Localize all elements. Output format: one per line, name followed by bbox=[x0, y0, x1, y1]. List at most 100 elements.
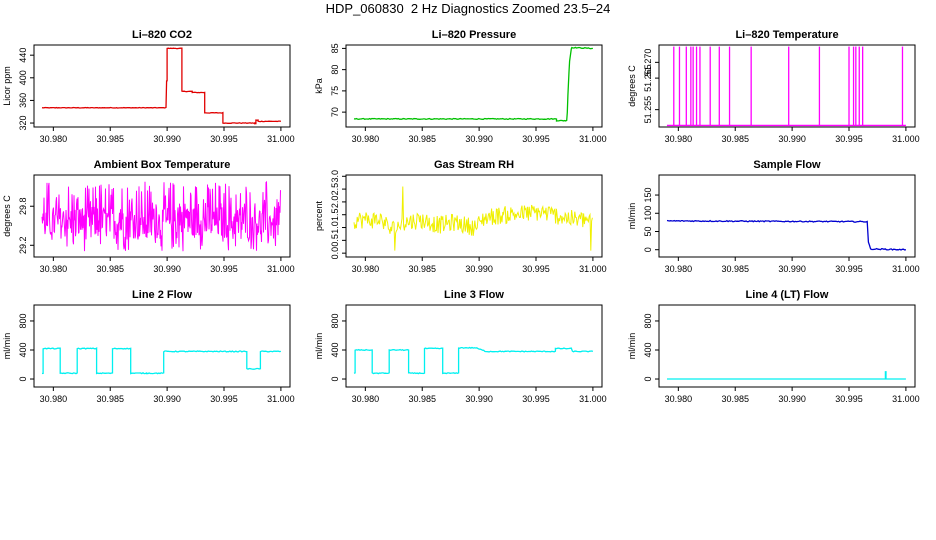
x-tick-label: 30.985 bbox=[408, 264, 436, 274]
chart-title: Gas Stream RH bbox=[434, 159, 514, 171]
x-tick-label: 30.995 bbox=[210, 134, 238, 144]
y-tick-label: 0.0 bbox=[330, 247, 340, 260]
y-tick-label: 320 bbox=[18, 116, 28, 131]
y-tick-label: 50 bbox=[643, 226, 653, 236]
plot-frame bbox=[33, 44, 291, 128]
y-axis-label: ml/min bbox=[314, 333, 324, 360]
y-tick-label: 80 bbox=[330, 65, 340, 75]
y-tick-label: 0 bbox=[330, 377, 340, 382]
y-tick-label: 440 bbox=[18, 48, 28, 63]
x-tick-label: 30.985 bbox=[721, 394, 749, 404]
plot-frame bbox=[33, 304, 291, 388]
y-tick-label: 0.5 bbox=[330, 234, 340, 247]
y-tick-label: 400 bbox=[330, 342, 340, 357]
chart-panel-1: Li–820 CO2 Licor ppm 30.980 30.985 30.990 30.… bbox=[2, 29, 295, 144]
x-tick-label: 30.985 bbox=[96, 264, 124, 274]
y-tick-label: 0 bbox=[18, 377, 28, 382]
series bbox=[353, 186, 593, 251]
x-tick-label: 30.980 bbox=[665, 134, 693, 144]
y-tick-label: 100 bbox=[643, 206, 653, 221]
x-tick-label: 30.995 bbox=[522, 134, 550, 144]
chart-panel-7: Line 2 Flow ml/min 30.980 30.985 30.990 30.99… bbox=[2, 289, 295, 404]
series bbox=[41, 346, 282, 375]
x-tick-label: 31.000 bbox=[267, 264, 295, 274]
chart-title: Li–820 Temperature bbox=[735, 29, 838, 41]
x-tick-label: 30.980 bbox=[352, 134, 380, 144]
y-tick-label: 29.8 bbox=[18, 197, 28, 215]
y-tick-label: 51.270 bbox=[643, 49, 653, 77]
chart-title: Sample Flow bbox=[753, 159, 821, 171]
chart-panel-6: Sample Flow ml/min 30.980 30.985 30.990 30.99… bbox=[627, 159, 920, 274]
series bbox=[41, 180, 281, 252]
y-tick-label: 75 bbox=[330, 86, 340, 96]
x-tick-label: 30.990 bbox=[153, 264, 181, 274]
y-tick-label: 3.0 bbox=[330, 170, 340, 183]
y-tick-label: 360 bbox=[18, 93, 28, 108]
series bbox=[353, 346, 594, 375]
x-tick-label: 30.980 bbox=[40, 394, 68, 404]
x-tick-label: 30.990 bbox=[465, 264, 493, 274]
y-tick-label: 85 bbox=[330, 43, 340, 53]
chart-title: Li–820 CO2 bbox=[132, 29, 192, 41]
y-tick-label: 800 bbox=[330, 313, 340, 328]
y-axis-label: degrees C bbox=[2, 195, 12, 237]
y-tick-label: 800 bbox=[18, 313, 28, 328]
y-axis-label: degrees C bbox=[627, 65, 637, 107]
x-tick-label: 30.985 bbox=[721, 134, 749, 144]
page-title: HDP_060830 2 Hz Diagnostics Zoomed 23.5–… bbox=[325, 1, 611, 16]
series bbox=[666, 46, 906, 127]
x-tick-label: 30.990 bbox=[465, 394, 493, 404]
y-tick-label: 0 bbox=[643, 247, 653, 252]
series bbox=[41, 47, 282, 125]
chart-panel-3: Li–820 Temperature degrees C 30.980 30.985 3… bbox=[627, 29, 920, 144]
y-tick-label: 1.0 bbox=[330, 221, 340, 234]
chart-title: Ambient Box Temperature bbox=[94, 159, 231, 171]
plot-frame bbox=[658, 174, 916, 258]
x-tick-label: 30.995 bbox=[835, 394, 863, 404]
y-tick-label: 2.5 bbox=[330, 183, 340, 196]
y-axis-label: ml/min bbox=[627, 203, 637, 230]
series bbox=[353, 46, 593, 122]
y-axis-label: ml/min bbox=[627, 333, 637, 360]
x-tick-label: 30.990 bbox=[778, 264, 806, 274]
x-tick-label: 31.000 bbox=[579, 134, 607, 144]
x-tick-label: 30.985 bbox=[96, 394, 124, 404]
plot-frame bbox=[33, 174, 291, 258]
x-tick-label: 30.990 bbox=[465, 134, 493, 144]
x-tick-label: 31.000 bbox=[267, 134, 295, 144]
series bbox=[667, 371, 906, 380]
y-axis-label: kPa bbox=[314, 78, 324, 94]
x-tick-label: 30.990 bbox=[153, 394, 181, 404]
y-axis-label: percent bbox=[314, 200, 324, 231]
data-line bbox=[353, 346, 594, 375]
x-tick-label: 30.980 bbox=[665, 264, 693, 274]
plot-frame bbox=[345, 304, 603, 388]
y-tick-label: 70 bbox=[330, 107, 340, 117]
x-tick-label: 31.000 bbox=[892, 264, 920, 274]
y-tick-label: 1.5 bbox=[330, 208, 340, 221]
x-tick-label: 30.995 bbox=[210, 264, 238, 274]
plot-frame bbox=[658, 44, 916, 128]
x-tick-label: 30.995 bbox=[210, 394, 238, 404]
x-tick-label: 30.995 bbox=[835, 134, 863, 144]
plot-frame bbox=[345, 174, 603, 258]
x-tick-label: 30.980 bbox=[665, 394, 693, 404]
x-tick-label: 30.990 bbox=[778, 394, 806, 404]
data-line bbox=[353, 46, 593, 122]
x-tick-label: 30.980 bbox=[352, 264, 380, 274]
y-tick-label: 800 bbox=[643, 313, 653, 328]
chart-title: Line 2 Flow bbox=[132, 289, 192, 301]
x-tick-label: 30.980 bbox=[40, 134, 68, 144]
x-tick-label: 30.985 bbox=[408, 394, 436, 404]
plot-frame bbox=[345, 44, 603, 128]
series bbox=[666, 219, 907, 251]
x-tick-label: 30.980 bbox=[352, 394, 380, 404]
data-line bbox=[666, 219, 907, 251]
x-tick-label: 30.980 bbox=[40, 264, 68, 274]
data-line bbox=[41, 346, 282, 375]
x-tick-label: 30.985 bbox=[408, 134, 436, 144]
x-tick-label: 30.995 bbox=[835, 264, 863, 274]
x-tick-label: 31.000 bbox=[892, 134, 920, 144]
y-axis-label: ml/min bbox=[2, 333, 12, 360]
